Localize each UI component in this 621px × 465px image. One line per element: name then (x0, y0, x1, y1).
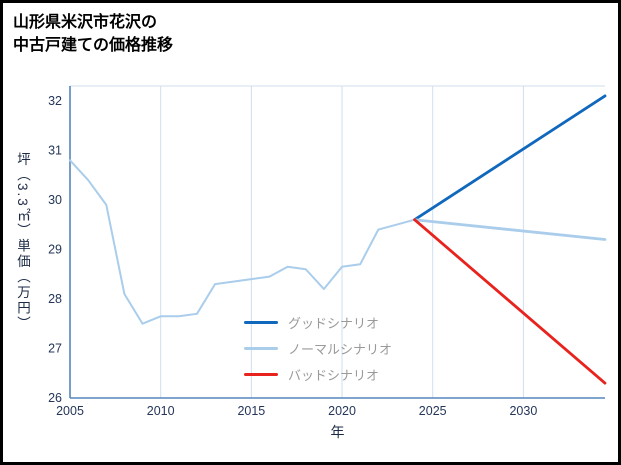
y-axis-label: 坪（3.3㎡）単価（万円） (15, 152, 30, 332)
legend-item-good: グッドシナリオ (244, 309, 392, 335)
good-scenario-line-icon (244, 320, 278, 324)
page-title-line1: 山形県米沢市花沢の (13, 14, 158, 31)
legend-item-bad: バッドシナリオ (244, 361, 392, 387)
svg-text:2020: 2020 (328, 404, 356, 418)
svg-text:26: 26 (48, 391, 62, 405)
svg-text:31: 31 (48, 143, 62, 157)
legend-label-bad: バッドシナリオ (288, 367, 380, 383)
svg-text:2025: 2025 (419, 404, 447, 418)
svg-text:2030: 2030 (509, 404, 537, 418)
svg-text:28: 28 (48, 292, 62, 306)
page-title: 山形県米沢市花沢の 中古戸建ての価格推移 (13, 11, 173, 57)
svg-text:32: 32 (48, 94, 62, 108)
svg-text:2005: 2005 (56, 404, 84, 418)
svg-text:年: 年 (331, 424, 345, 440)
svg-text:30: 30 (48, 193, 62, 207)
bad-scenario-line-icon (244, 372, 278, 376)
price-trend-chart: 26 27 28 29 30 31 32 2005 2010 2015 2020 2025 2030 年 (48, 85, 607, 440)
svg-text:2010: 2010 (147, 404, 175, 418)
legend-item-normal: ノーマルシナリオ (244, 335, 392, 361)
legend-label-good: グッドシナリオ (288, 315, 380, 331)
page-title-line2: 中古戸建ての価格推移 (13, 37, 174, 54)
svg-text:27: 27 (48, 341, 62, 355)
chart-legend: グッドシナリオ ノーマルシナリオ バッドシナリオ (244, 309, 392, 387)
svg-text:2015: 2015 (237, 404, 265, 418)
normal-scenario-line-icon (244, 346, 278, 350)
legend-label-normal: ノーマルシナリオ (288, 341, 393, 357)
svg-text:29: 29 (48, 242, 62, 256)
